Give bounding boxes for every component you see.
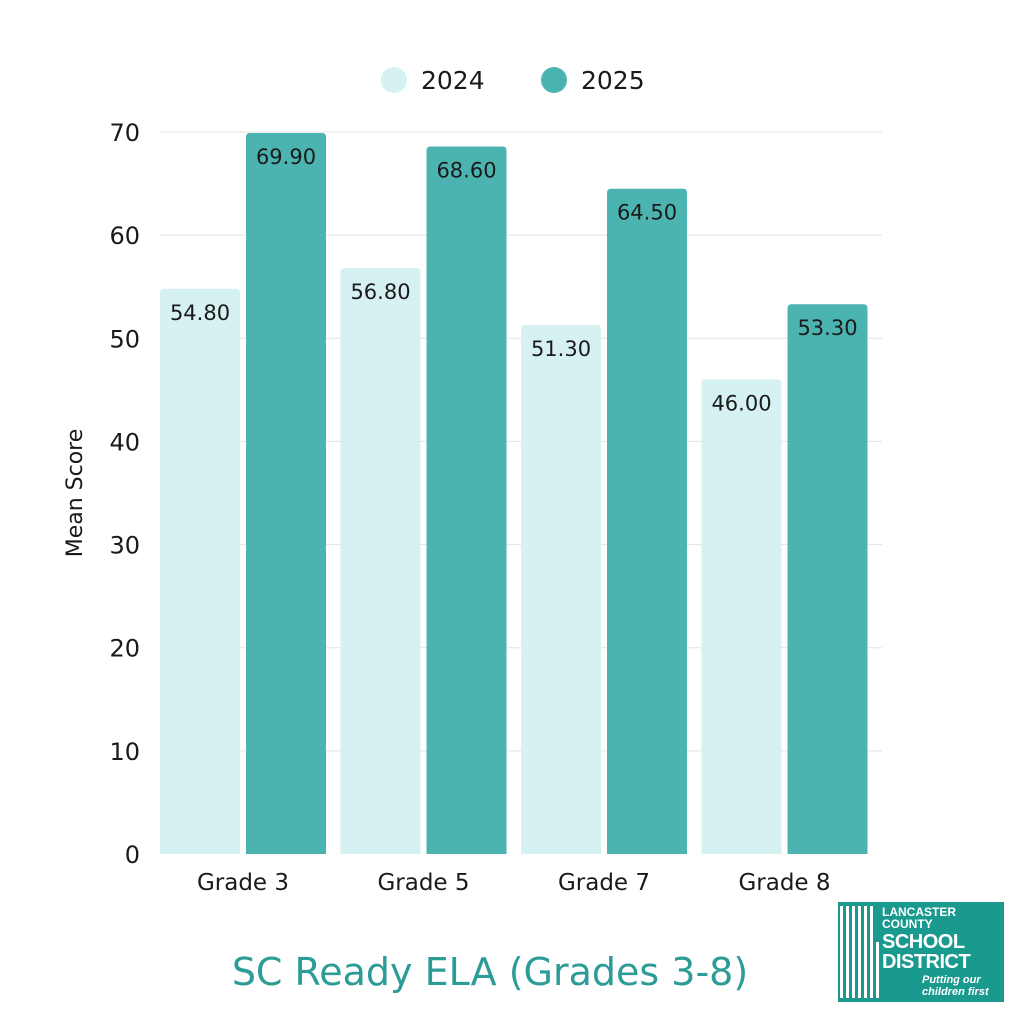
data-label: 53.30 [797,316,857,340]
logo-tagline: Putting our children first [922,974,989,998]
bar-2025 [607,188,687,854]
bar-chart: 0 10 20 30 40 50 60 70 Mean Score 54.80 69.90 Grade… [63,66,882,896]
data-label: 64.50 [617,201,677,225]
x-tick-label: Grade 3 [197,870,289,896]
bar-2024 [521,324,601,854]
data-label: 69.90 [256,145,316,169]
data-label: 46.00 [711,392,771,416]
y-tick-label: 50 [109,325,140,353]
data-label: 56.80 [350,280,410,304]
bar-2024 [340,268,421,854]
y-axis-label: Mean Score [63,429,88,558]
logo-stripes-icon [840,906,879,998]
legend-marker-2024 [381,67,407,93]
y-tick-label: 40 [109,428,140,456]
logo-line2: SCHOOL DISTRICT [882,931,971,973]
data-label: 51.30 [531,337,591,361]
y-tick-label: 20 [109,635,140,663]
y-tick-label: 60 [109,222,140,250]
legend-label: 2024 [421,66,485,95]
bar-2025 [246,133,326,854]
legend-marker-2025 [541,67,567,93]
bar-2025 [787,304,868,855]
data-label: 54.80 [170,301,230,325]
data-label: 68.60 [436,158,496,182]
logo-line1: LANCASTER COUNTY [882,905,956,931]
legend-label: 2025 [581,66,645,95]
y-tick-label: 30 [109,532,140,560]
bar-2024 [701,379,782,854]
y-tick-label: 10 [109,738,140,766]
bar-2025 [426,146,507,854]
chart-title: SC Ready ELA (Grades 3-8) [231,950,749,994]
x-tick-label: Grade 8 [738,870,830,896]
district-logo: LANCASTER COUNTY SCHOOL DISTRICT Putting… [838,902,1004,1002]
y-tick-label: 70 [109,119,140,147]
x-tick-label: Grade 7 [558,870,650,896]
bar-2024 [160,288,240,855]
x-tick-label: Grade 5 [377,870,469,896]
y-tick-label: 0 [125,841,140,869]
